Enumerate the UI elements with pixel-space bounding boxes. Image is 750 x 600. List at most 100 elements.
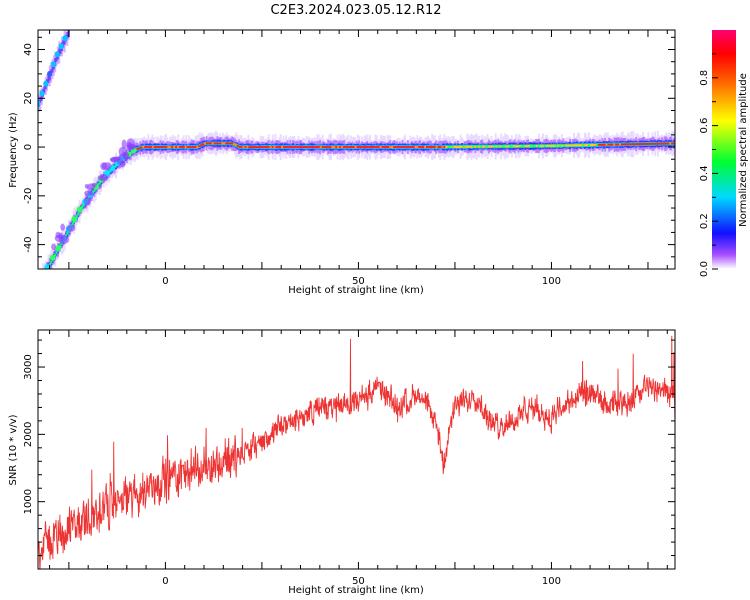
heatmap-spot xyxy=(55,245,62,252)
heatmap-band-cyan xyxy=(39,279,41,283)
colorbar-tick-label: 0.6 xyxy=(699,118,710,134)
heatmap-core xyxy=(393,146,396,149)
heatmap-band-blue xyxy=(39,278,41,284)
heatmap-band-green xyxy=(75,215,78,218)
heatmap-band-green xyxy=(39,280,41,282)
heatmap-core xyxy=(437,146,441,149)
heatmap-core xyxy=(341,146,344,149)
heatmap-core xyxy=(564,144,568,147)
heatmap-core xyxy=(597,143,601,146)
heatmap-core xyxy=(667,142,670,145)
heatmap-core xyxy=(412,146,415,149)
heatmap-core xyxy=(281,146,284,149)
heatmap-xtick-label: 50 xyxy=(352,276,365,287)
heatmap-core xyxy=(223,142,226,145)
heatmap-core xyxy=(642,143,645,145)
heatmap-core xyxy=(271,146,274,149)
heatmap-core xyxy=(510,145,514,148)
heatmap-core xyxy=(495,145,498,148)
heatmap-core xyxy=(622,143,626,146)
heatmap-core xyxy=(138,147,141,150)
heatmap-band-green xyxy=(93,189,96,192)
heatmap-band-green xyxy=(45,271,47,273)
heatmap-core xyxy=(275,146,278,149)
heatmap-core xyxy=(314,146,317,149)
heatmap-ytick-label: 20 xyxy=(23,92,34,105)
heatmap-core xyxy=(636,143,639,146)
heatmap-core xyxy=(539,144,543,147)
heatmap-core xyxy=(329,146,332,149)
heatmap-xtick-label: 100 xyxy=(542,276,561,287)
heatmap-core xyxy=(377,146,381,149)
heatmap-halo xyxy=(39,273,41,289)
heatmap-core xyxy=(354,146,357,149)
heatmap-core xyxy=(566,144,570,147)
heatmap-core xyxy=(474,145,477,148)
heatmap-core xyxy=(563,144,566,147)
heatmap-core xyxy=(337,146,340,149)
heatmap-core xyxy=(265,146,269,149)
heatmap-core xyxy=(231,142,234,145)
heatmap-blob xyxy=(121,139,127,149)
heatmap-blob xyxy=(89,191,94,196)
heatmap-core xyxy=(630,143,634,146)
heatmap-core xyxy=(408,146,412,149)
heatmap-core xyxy=(302,146,305,149)
heatmap-core xyxy=(310,146,313,149)
heatmap-band-green xyxy=(98,181,101,185)
heatmap-core xyxy=(638,143,641,146)
snr-ytick-label: 3000 xyxy=(23,354,34,379)
heatmap-core xyxy=(321,146,325,149)
heatmap-core xyxy=(439,146,442,148)
heatmap-core xyxy=(279,146,282,149)
heatmap-core xyxy=(410,146,413,149)
heatmap-ytick-label: 40 xyxy=(23,43,34,56)
heatmap-core xyxy=(219,142,222,145)
heatmap-core xyxy=(449,145,452,148)
heatmap-core xyxy=(619,143,622,146)
snr-panel: 0 50 100 1000 2000 3000 Height of straight l… xyxy=(8,329,676,596)
colorbar: 0.0 0.2 0.4 0.6 0.8 Normalized spectral ampl… xyxy=(699,30,749,277)
heatmap-core xyxy=(331,146,334,149)
heatmap-core xyxy=(248,146,251,149)
heatmap-core xyxy=(211,142,215,145)
heatmap-band-green xyxy=(66,232,69,235)
heatmap-core xyxy=(572,144,576,147)
upper-branch-band xyxy=(39,96,42,103)
heatmap-xtick-label: 0 xyxy=(162,276,168,287)
heatmap-core xyxy=(242,146,246,149)
heatmap-band-green xyxy=(59,244,62,247)
upper-branch-spot xyxy=(58,43,64,50)
heatmap-core xyxy=(312,146,315,149)
heatmap-core xyxy=(582,144,585,147)
heatmap-core xyxy=(453,145,456,148)
heatmap-core xyxy=(435,146,439,149)
heatmap-core xyxy=(188,146,191,149)
heatmap-core xyxy=(422,146,425,149)
heatmap-core xyxy=(350,146,354,149)
heatmap-core xyxy=(381,146,385,149)
heatmap-band-green xyxy=(97,183,100,186)
heatmap-band-outer xyxy=(42,272,44,281)
heatmap-core xyxy=(537,145,541,147)
heatmap-core xyxy=(472,145,475,148)
heatmap-band-green xyxy=(92,191,94,194)
heatmap-core xyxy=(140,146,143,149)
heatmap-core xyxy=(503,145,506,148)
heatmap-core xyxy=(640,143,643,146)
upper-branch-band xyxy=(55,55,58,62)
heatmap-core xyxy=(148,146,151,149)
heatmap-core xyxy=(250,146,253,149)
heatmap-core xyxy=(142,146,145,149)
heatmap-core xyxy=(644,143,647,145)
heatmap-core xyxy=(151,146,155,149)
heatmap-spot xyxy=(71,216,78,223)
heatmap-band-green xyxy=(41,278,43,280)
heatmap-core xyxy=(171,146,174,149)
heatmap-core xyxy=(493,145,496,148)
heatmap-core xyxy=(514,145,518,148)
heatmap-core xyxy=(466,145,469,148)
heatmap-core xyxy=(441,146,444,148)
upper-branch-band xyxy=(62,40,65,48)
heatmap-core xyxy=(549,144,552,147)
